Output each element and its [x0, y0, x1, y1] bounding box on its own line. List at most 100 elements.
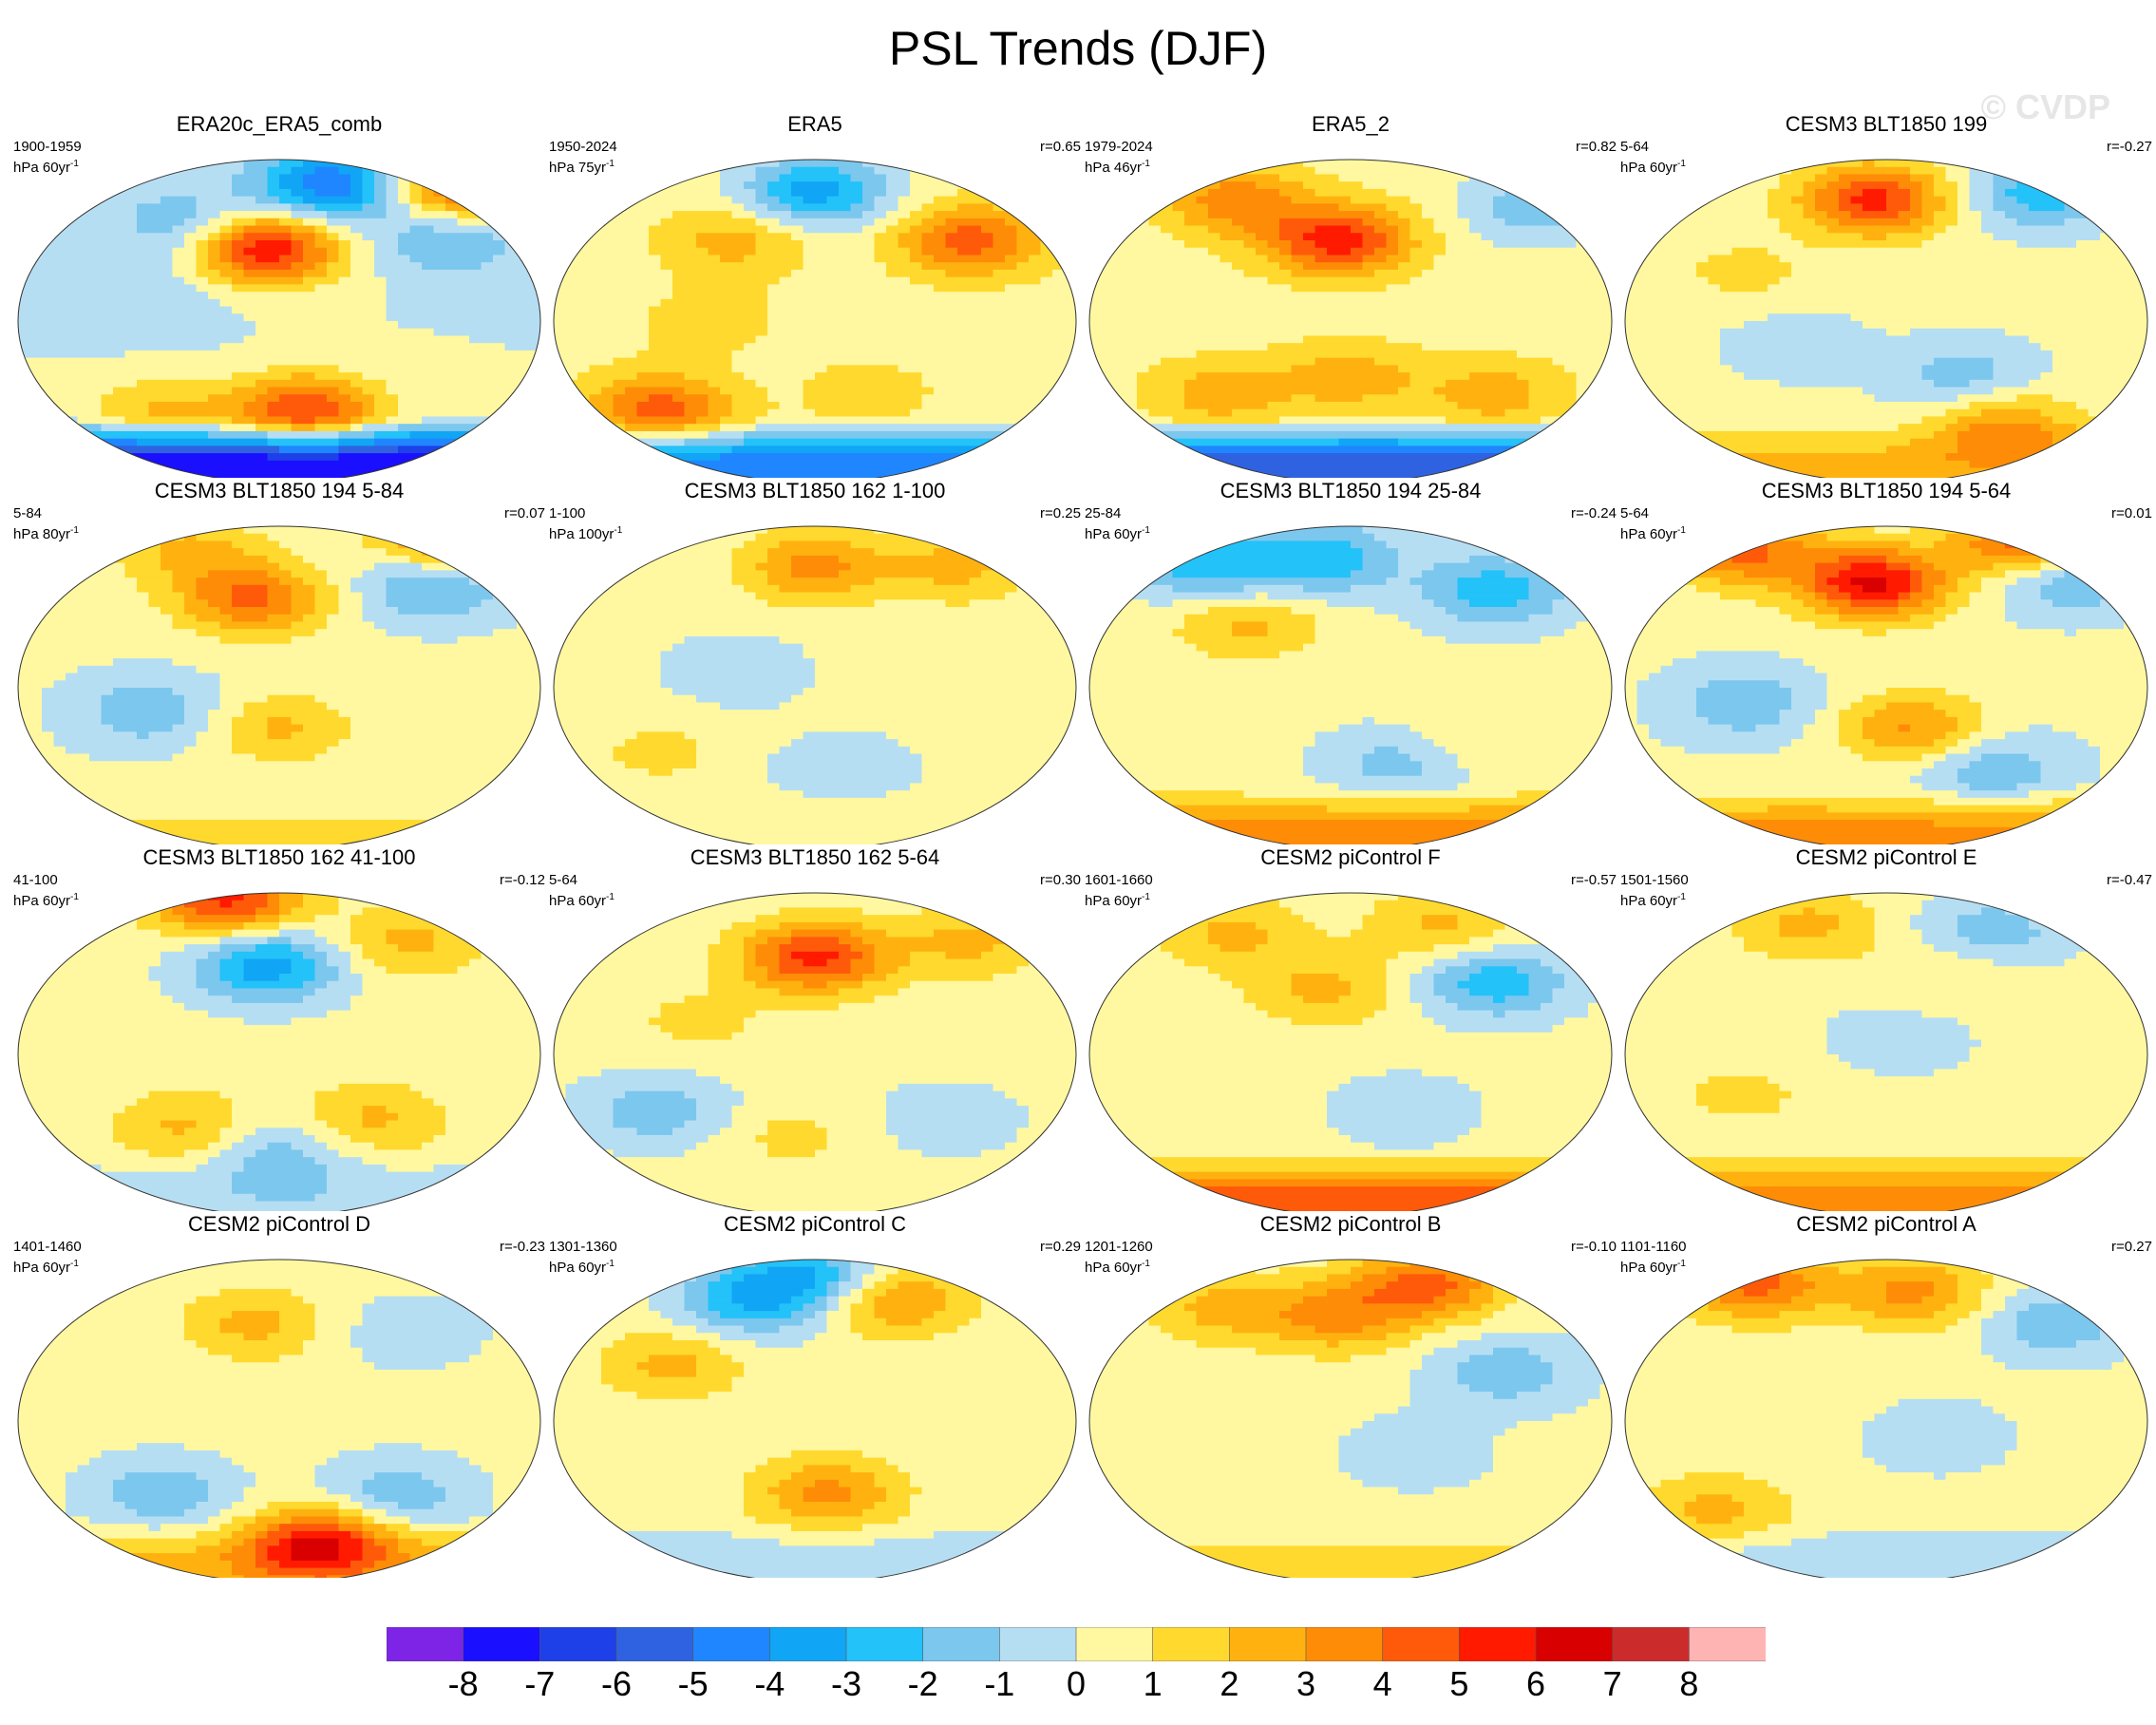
field-cell [504, 160, 518, 168]
field-cell [148, 255, 161, 263]
field-cell [993, 357, 1006, 366]
field-cell [1172, 225, 1185, 234]
field-cell [767, 328, 781, 337]
map-outline [17, 159, 541, 478]
field-cell [493, 343, 506, 351]
field-cell [303, 467, 316, 476]
field-cell [1005, 357, 1018, 366]
field-cell [1125, 387, 1138, 395]
field-cell [1362, 402, 1375, 410]
field-cell [1374, 174, 1388, 182]
field-cell [457, 387, 470, 395]
field-cell [577, 475, 591, 478]
field-cell [409, 160, 423, 168]
field-cell [291, 365, 304, 373]
field-cell [469, 335, 482, 344]
field-cell [29, 424, 43, 432]
field-cell [934, 225, 947, 234]
field-cell [969, 335, 982, 344]
field-cell [1362, 269, 1375, 278]
field-cell [1291, 188, 1304, 198]
field-cell [1064, 460, 1076, 469]
field-cell [613, 460, 626, 469]
field-cell [1101, 394, 1114, 403]
field-cell [613, 174, 626, 182]
field-cell [1016, 225, 1030, 234]
field-cell [362, 350, 375, 359]
field-cell [731, 357, 745, 366]
field-cell [493, 335, 506, 344]
field-cell [53, 276, 66, 285]
field-cell [493, 438, 506, 446]
field-cell [779, 262, 792, 271]
field-cell [1386, 174, 1399, 182]
field-cell [172, 424, 185, 432]
field-cell [862, 408, 876, 418]
field-cell [267, 365, 280, 373]
field-cell [1113, 321, 1126, 330]
field-cell [1184, 453, 1198, 462]
field-cell [696, 343, 709, 351]
field-cell [1351, 357, 1364, 366]
field-cell [839, 225, 852, 234]
field-cell [504, 276, 518, 285]
field-cell [1113, 372, 1126, 381]
field-cell [1016, 284, 1030, 293]
field-cell [374, 225, 388, 234]
field-cell [815, 365, 828, 373]
field-cell [1125, 475, 1138, 478]
field-cell [1232, 218, 1245, 227]
field-cell [1279, 394, 1293, 403]
field-cell [1351, 262, 1364, 271]
field-cell [1101, 196, 1114, 204]
field-cell [921, 321, 935, 330]
field-cell [148, 196, 161, 204]
field-cell [267, 174, 280, 182]
field-cell [1362, 306, 1375, 314]
field-cell [957, 262, 971, 271]
field-cell [839, 269, 852, 278]
field-cell [1184, 203, 1198, 212]
field-cell [779, 174, 792, 182]
field-cell [731, 387, 745, 395]
field-cell [113, 255, 126, 263]
field-cell [862, 402, 876, 410]
field-cell [850, 188, 863, 198]
field-cell [1029, 188, 1042, 198]
field-cell [696, 255, 709, 263]
field-cell [1267, 438, 1280, 446]
field-cell [684, 225, 697, 234]
field-cell [767, 343, 781, 351]
field-cell [148, 298, 161, 308]
field-cell [1113, 225, 1126, 234]
field-cell [1113, 343, 1126, 351]
field-cell [565, 343, 578, 351]
field-cell [1125, 276, 1138, 285]
field-cell [1327, 387, 1340, 395]
field-cell [803, 269, 816, 278]
field-cell [1374, 313, 1388, 322]
field-cell [314, 453, 328, 462]
field-cell [172, 328, 185, 337]
field-cell [1362, 438, 1375, 446]
field-cell [921, 467, 935, 476]
field-cell [1089, 181, 1103, 190]
field-cell [1338, 203, 1352, 212]
field-cell [445, 460, 459, 469]
field-cell [1089, 328, 1103, 337]
field-cell [1101, 453, 1114, 462]
field-cell [1137, 284, 1150, 293]
field-cell [1113, 247, 1126, 256]
field-cell [161, 313, 174, 322]
field-cell [18, 188, 31, 198]
field-cell [613, 475, 626, 478]
field-cell [53, 196, 66, 204]
field-cell [457, 372, 470, 381]
field-cell [113, 372, 126, 381]
field-cell [362, 424, 375, 432]
field-cell [66, 387, 79, 395]
field-cell [601, 298, 615, 308]
field-cell [1101, 335, 1114, 344]
field-cell [862, 306, 876, 314]
field-cell [625, 225, 638, 234]
